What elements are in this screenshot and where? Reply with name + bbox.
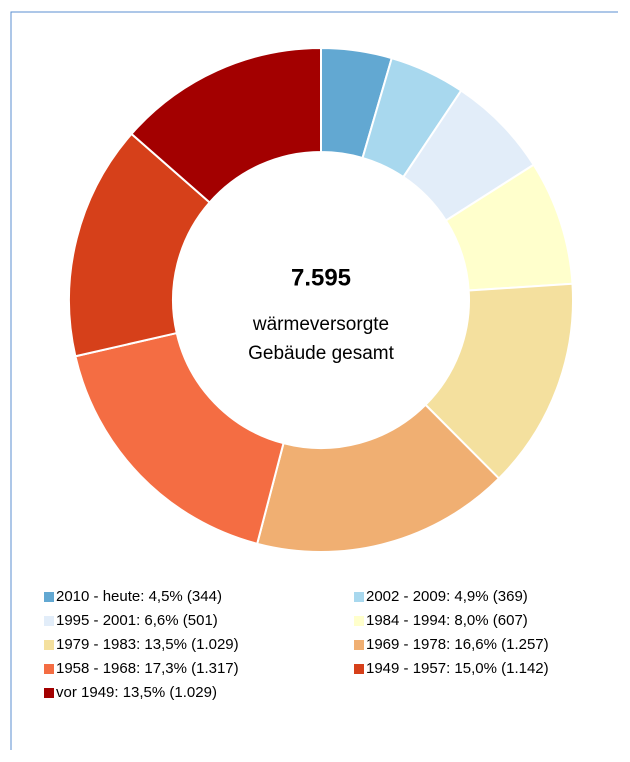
- legend-label: 1995 - 2001: 6,6% (501): [56, 612, 218, 629]
- legend-swatch: [44, 640, 54, 650]
- center-label: wärmeversorgte: [252, 314, 389, 335]
- legend-swatch: [354, 664, 364, 674]
- legend-swatch: [354, 640, 364, 650]
- legend-label: 1949 - 1957: 15,0% (1.142): [366, 660, 549, 677]
- legend-swatch: [354, 616, 364, 626]
- donut-slice: [74, 331, 285, 546]
- legend-swatch: [44, 664, 54, 674]
- legend-label: 1969 - 1978: 16,6% (1.257): [366, 636, 549, 653]
- legend-swatch: [44, 592, 54, 602]
- legend-swatch: [354, 592, 364, 602]
- legend-swatch: [44, 616, 54, 626]
- legend-label: 2010 - heute: 4,5% (344): [56, 588, 222, 605]
- frame: [10, 11, 618, 750]
- legend-label: 1958 - 1968: 17,3% (1.317): [56, 660, 239, 677]
- donut-slice: [130, 46, 322, 204]
- center-label: Gebäude gesamt: [248, 343, 394, 364]
- center-value: 7.595: [291, 264, 351, 291]
- legend-swatch: [44, 688, 54, 698]
- legend-label: vor 1949: 13,5% (1.029): [56, 684, 217, 701]
- legend-label: 2002 - 2009: 4,9% (369): [366, 588, 528, 605]
- legend-label: 1984 - 1994: 8,0% (607): [366, 612, 528, 629]
- legend-label: 1979 - 1983: 13,5% (1.029): [56, 636, 239, 653]
